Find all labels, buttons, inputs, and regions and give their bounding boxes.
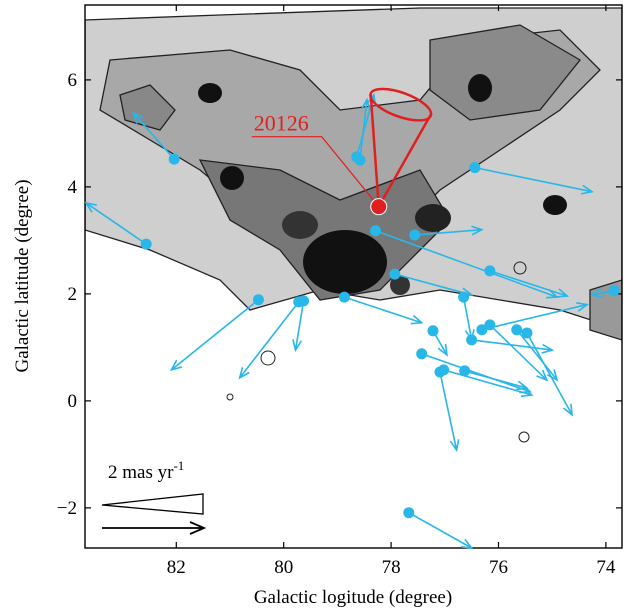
y-tick-label: 4	[68, 177, 78, 198]
source-point	[409, 230, 420, 241]
x-tick-label: 82	[167, 557, 186, 578]
scale-cone	[102, 494, 203, 514]
y-axis-label: Galactic latitude (degree)	[12, 179, 33, 372]
source-point	[459, 365, 470, 376]
source-point	[339, 292, 350, 303]
source-point	[476, 324, 487, 335]
source-point	[416, 348, 427, 359]
source-point	[511, 324, 522, 335]
arrow-head	[438, 344, 447, 355]
scale-sup: -1	[173, 458, 184, 473]
source-point	[141, 239, 152, 250]
vector-arrow	[409, 513, 472, 548]
source-point	[169, 154, 180, 165]
vector-arrow	[517, 330, 557, 380]
source-point	[253, 294, 264, 305]
y-tick-label: 6	[68, 70, 78, 91]
vector-arrow	[482, 305, 587, 330]
y-tick-label: 0	[68, 391, 78, 412]
vector-arrow	[527, 333, 572, 415]
scale-label: 2 mas yr-1	[108, 458, 184, 483]
source-point	[608, 285, 619, 296]
x-tick-label: 74	[596, 557, 616, 578]
source-point	[438, 364, 449, 375]
source-point	[469, 162, 480, 173]
vector-arrow	[344, 297, 421, 323]
y-tick-label: −2	[57, 498, 77, 519]
scale-legend: 2 mas yr-1	[102, 458, 204, 534]
x-tick-label: 78	[382, 557, 401, 578]
vector-arrow	[171, 300, 258, 370]
source-point	[466, 334, 477, 345]
scale-text: 2 mas yr	[108, 462, 174, 483]
x-tick-label: 80	[274, 557, 293, 578]
chart: Galactic logitude (degree) Galactic lati…	[0, 0, 628, 611]
source-point	[427, 325, 438, 336]
x-axis-label: Galactic logitude (degree)	[254, 587, 452, 608]
vector-arrow	[240, 302, 299, 378]
source-point	[354, 155, 365, 166]
source-point	[370, 225, 381, 236]
vector-arrow	[440, 372, 457, 450]
highlight-point	[371, 199, 387, 215]
source-point	[389, 269, 400, 280]
background-map	[85, 8, 622, 442]
source-point	[484, 265, 495, 276]
x-tick-label: 76	[489, 557, 508, 578]
source-point	[403, 507, 414, 518]
scale-arrow	[102, 522, 204, 534]
highlight-label: 20126	[254, 111, 309, 136]
y-tick-label: 2	[68, 284, 78, 305]
vector-arrow	[472, 340, 553, 350]
source-point	[458, 292, 469, 303]
source-point	[298, 295, 309, 306]
